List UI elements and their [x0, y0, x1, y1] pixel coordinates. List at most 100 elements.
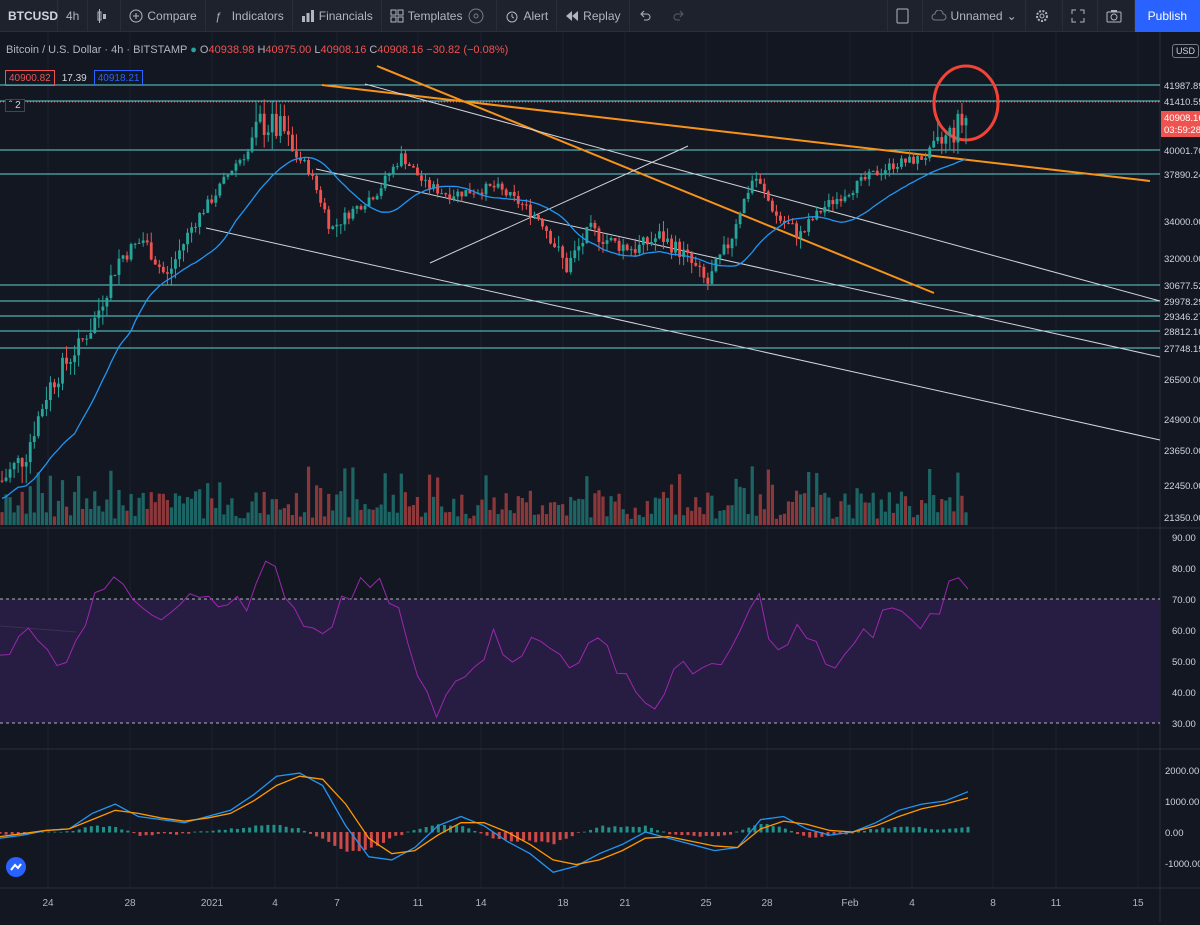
macd-histogram-bar: [582, 831, 586, 833]
volume-bar: [544, 514, 549, 525]
volume-bar: [863, 502, 867, 525]
layout-name-button[interactable]: Unnamed ⌄: [923, 0, 1026, 32]
candle-body: [432, 184, 435, 189]
volume-bar: [242, 518, 246, 525]
candle-body: [210, 199, 214, 203]
publish-button[interactable]: Publish: [1134, 0, 1200, 32]
macd-histogram-bar: [674, 832, 678, 835]
alert-button[interactable]: Alert: [497, 0, 558, 32]
candle-body: [97, 310, 101, 318]
volume-bar: [762, 509, 766, 525]
candle-body: [908, 156, 911, 163]
candle-body: [831, 200, 835, 205]
fullscreen-button[interactable]: [1063, 0, 1098, 32]
camera-icon: [1106, 10, 1122, 23]
volume-bar: [581, 499, 585, 525]
volume-bar: [718, 510, 722, 525]
volume-bar: [911, 517, 916, 525]
volume-bar: [827, 497, 831, 525]
rsi-tick-label: 80.00: [1172, 564, 1196, 575]
volume-bar: [359, 509, 363, 525]
volume-bar: [811, 507, 815, 525]
volume-bar: [714, 518, 718, 525]
redo-button[interactable]: [664, 0, 698, 32]
candle-body: [343, 212, 347, 225]
macd-histogram-bar: [461, 826, 465, 833]
gear-icon: [1035, 10, 1048, 22]
candle-body: [101, 306, 105, 311]
indicators-button[interactable]: ƒ Indicators: [206, 0, 293, 32]
volume-bar: [355, 499, 359, 525]
volume-bar: [726, 505, 730, 525]
bid-box[interactable]: 40900.82: [5, 70, 55, 86]
volume-bar: [851, 518, 855, 525]
macd-histogram-bar: [576, 832, 580, 833]
volume-bar: [214, 507, 218, 525]
candle-body: [811, 219, 815, 221]
volume-bar: [512, 513, 516, 525]
volume-bar: [742, 488, 746, 525]
templates-button[interactable]: Templates: [382, 0, 498, 32]
symbol-search[interactable]: BTCUSD: [0, 0, 58, 32]
financials-button[interactable]: Financials: [293, 0, 382, 32]
time-tick-label: 24: [42, 898, 54, 909]
time-tick-label: 4: [909, 898, 915, 909]
chart-area[interactable]: 24 28 2021 4 7 11 14 18 21 25 28 Feb 4 8 11 15 41987.89 4…: [0, 32, 1200, 922]
candle-body: [355, 206, 359, 209]
candle-body: [8, 469, 12, 478]
volume-bar: [419, 516, 424, 525]
collapse-indicators-button[interactable]: ˆ 2: [5, 99, 25, 112]
interval-button[interactable]: 4h: [58, 0, 89, 32]
currency-button[interactable]: USD: [1172, 44, 1200, 58]
macd-histogram-bar: [406, 831, 410, 833]
volume-bar: [254, 492, 258, 525]
tradingview-logo[interactable]: [6, 857, 26, 877]
candle-body: [528, 204, 532, 217]
volume-bar: [613, 501, 617, 525]
volume-bar: [351, 467, 355, 525]
macd-histogram-bar: [382, 832, 386, 843]
volume-bar: [480, 499, 484, 525]
candle-body: [504, 189, 508, 196]
volume-bar: [222, 514, 226, 525]
low-label: L: [314, 44, 321, 56]
candle-body: [20, 458, 24, 467]
candle-body: [573, 250, 577, 259]
candle-body: [367, 197, 371, 206]
macd-histogram-bar: [333, 832, 337, 846]
candle-body: [468, 190, 472, 194]
countdown-label: 03:59:28: [1164, 125, 1200, 136]
candle-body: [787, 222, 790, 224]
candle-body: [645, 237, 649, 245]
undo-icon: [639, 10, 650, 20]
volume-bar: [573, 500, 577, 525]
candle-body: [875, 170, 879, 176]
price-tick-label: 22450.00: [1164, 481, 1200, 492]
candle-body: [718, 254, 722, 259]
candle-body: [480, 192, 484, 195]
undo-button[interactable]: [630, 0, 664, 32]
symbol-legend[interactable]: Bitcoin / U.S. Dollar · 4h · BITSTAMP ● …: [6, 44, 508, 56]
chart-canvas[interactable]: 24 28 2021 4 7 11 14 18 21 25 28 Feb 4 8 11 15 41987.89 4…: [0, 32, 1200, 922]
volume-bar: [60, 480, 65, 525]
candle-body: [766, 191, 770, 201]
candle-body: [424, 179, 427, 181]
ask-box[interactable]: 40918.21: [93, 70, 144, 86]
candle-body: [44, 400, 48, 410]
settings-button[interactable]: [1026, 0, 1063, 32]
candle-body: [198, 213, 202, 227]
volume-bar: [855, 488, 859, 525]
candle-body: [460, 191, 464, 197]
time-tick-label: 18: [557, 898, 569, 909]
volume-bar: [165, 500, 169, 525]
chart-style-button[interactable]: [88, 0, 122, 32]
layout-toggle-button[interactable]: [886, 0, 923, 32]
compare-button[interactable]: Compare: [121, 0, 206, 32]
macd-histogram-bar: [863, 830, 867, 833]
replay-button[interactable]: Replay: [557, 0, 630, 32]
volume-bar: [903, 496, 908, 525]
volume-bar: [323, 516, 327, 525]
rewind-icon: [566, 10, 579, 21]
snapshot-button[interactable]: [1098, 0, 1135, 32]
candle-body: [956, 113, 960, 143]
